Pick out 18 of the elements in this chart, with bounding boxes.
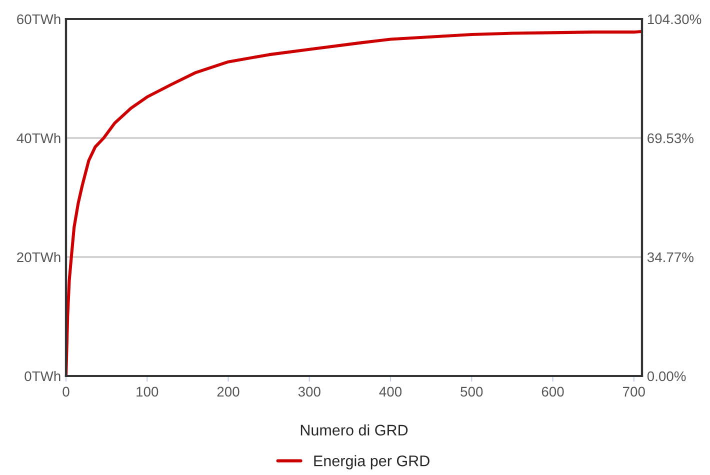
- y-tick-label: 20TWh: [17, 252, 60, 262]
- x-tick-label: 400: [379, 386, 402, 397]
- legend-label: Energia per GRD: [314, 455, 430, 470]
- y-tick-label: 40TWh: [16, 132, 60, 144]
- x-tick-label: 0: [62, 386, 70, 397]
- y2-tick-label: 69.53%: [648, 133, 694, 144]
- x-tick-label: 100: [136, 386, 158, 397]
- x-tick-label: 700: [623, 386, 645, 397]
- x-tick-label: 200: [217, 386, 240, 397]
- y2-tick-label: 104.30%: [648, 14, 702, 24]
- y2-tick-label: 34.77%: [647, 252, 694, 262]
- x-tick-label: 500: [460, 386, 483, 397]
- y-tick-label: 60TWh: [17, 14, 60, 24]
- x-tick-label: 300: [298, 386, 320, 397]
- y2-tick-label: 0.00%: [647, 371, 686, 382]
- x-axis-title: Numero di GRD: [300, 424, 408, 436]
- x-tick-label: 600: [542, 386, 564, 397]
- y-tick-label: 0TWh: [24, 370, 60, 382]
